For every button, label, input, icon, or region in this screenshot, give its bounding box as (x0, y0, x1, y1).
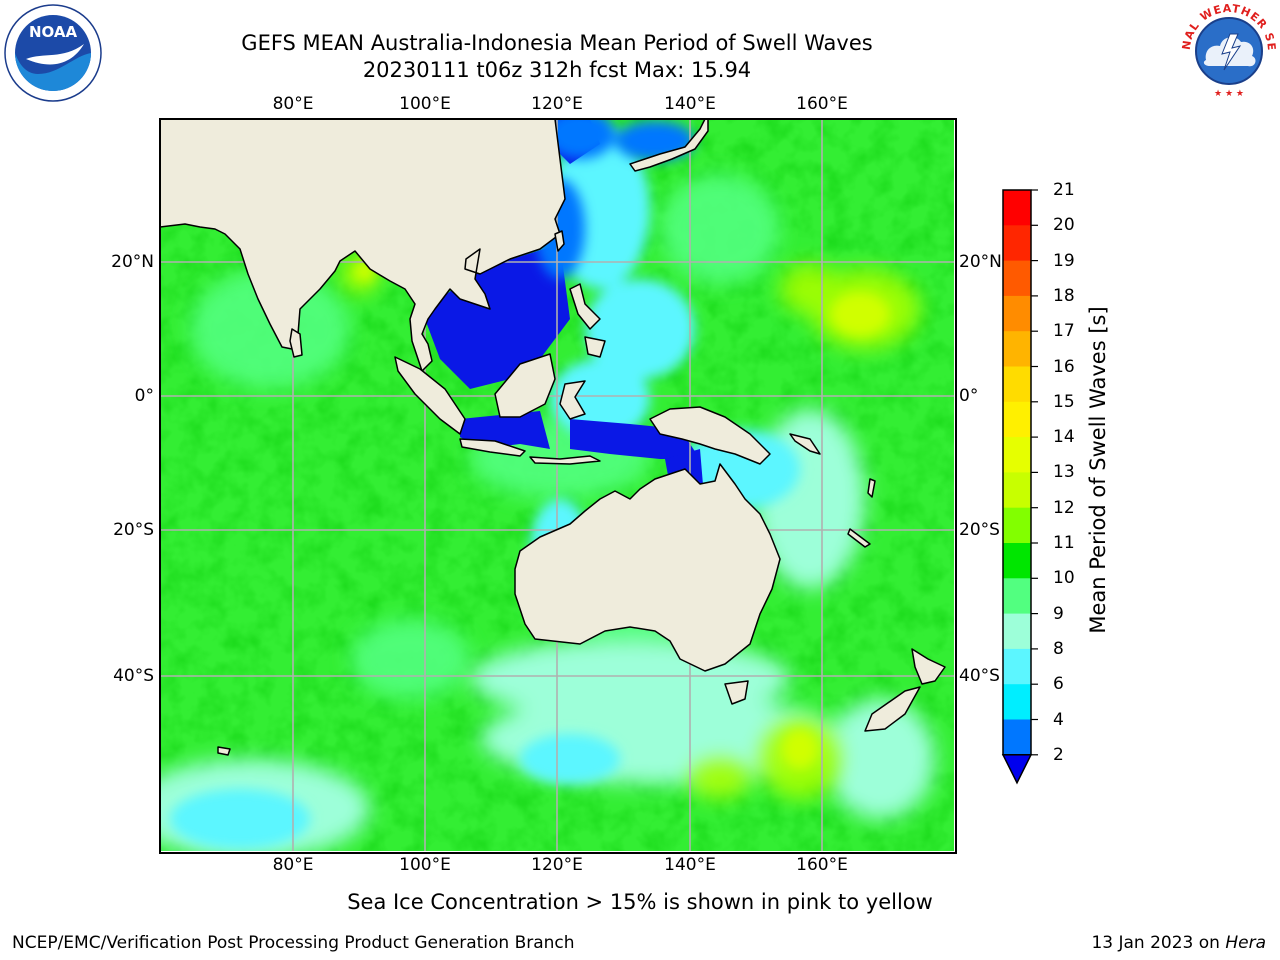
colorbar-tick-label: 2 (1053, 744, 1064, 765)
chart-subtitle: 20230111 t06z 312h fcst Max: 15.94 (362, 58, 752, 82)
svg-text:★ ★ ★: ★ ★ ★ (1214, 89, 1244, 99)
producer-credit: NCEP/EMC/Verification Post Processing Pr… (12, 933, 575, 953)
colorbar (995, 180, 1055, 790)
lon-tick-bottom-80E: 80°E (272, 855, 314, 875)
land-philippines (569, 283, 601, 330)
land-sumatra (394, 356, 466, 435)
run-date-text: 13 Jan 2023 on (1091, 933, 1226, 953)
machine-name: Hera (1225, 933, 1266, 953)
lat-tick-left-20N: 20°N (111, 252, 154, 272)
colorbar-band (1003, 684, 1031, 720)
land-mindanao (584, 336, 606, 358)
colorbar-tick-label: 11 (1053, 533, 1075, 553)
land-asia (160, 119, 566, 372)
colorbar-band (1003, 260, 1031, 297)
land-java (459, 438, 526, 457)
colorbar-tick-label: 12 (1053, 497, 1075, 518)
colorbar-band (1003, 366, 1031, 403)
land-sunda (529, 455, 601, 465)
land-sulawesi (559, 380, 586, 420)
colorbar-band (1003, 190, 1031, 226)
lon-tick-top-160E: 160°E (796, 94, 848, 114)
colorbar-band (1003, 507, 1031, 544)
lon-tick-bottom-120E: 120°E (531, 855, 583, 875)
lat-tick-right-0: 0° (959, 386, 979, 406)
colorbar-band (1003, 648, 1031, 685)
colorbar-title: Mean Period of Swell Waves [s] (1086, 306, 1110, 634)
lon-tick-top-100E: 100°E (399, 94, 451, 114)
colorbar-band (1003, 613, 1031, 650)
land-nz-north (911, 648, 946, 685)
lon-tick-bottom-160E: 160°E (796, 855, 848, 875)
noaa-logo: NOAA (4, 4, 102, 102)
land-sri-lanka (289, 328, 303, 358)
colorbar-band (1003, 719, 1031, 756)
colorbar-band (1003, 578, 1031, 615)
lat-tick-right-20N: 20°N (959, 252, 1002, 272)
chart-title: GEFS MEAN Australia-Indonesia Mean Perio… (241, 31, 873, 55)
colorbar-tick-label: 4 (1053, 709, 1064, 730)
run-date-credit: 13 Jan 2023 on Hera (1091, 933, 1266, 953)
colorbar-tick-label: 8 (1053, 638, 1064, 659)
colorbar-tick-label: 10 (1053, 568, 1075, 589)
nws-logo: NATIONAL WEATHER SERVICE ★ ★ ★ (1173, 0, 1280, 102)
land-tasmania (724, 680, 749, 705)
colorbar-tick-label: 21 (1053, 180, 1075, 200)
colorbar-band (1003, 225, 1031, 262)
colorbar-tick-label: 18 (1053, 285, 1075, 306)
lat-tick-right-20S: 20°S (959, 520, 1000, 540)
ocean-13s-zone (355, 261, 890, 769)
sea-ice-footnote: Sea Ice Concentration > 15% is shown in … (347, 890, 933, 914)
land-vanuatu (867, 478, 876, 498)
lat-tick-left-0: 0° (134, 386, 154, 406)
colorbar-band (1003, 331, 1031, 367)
lat-tick-left-40S: 40°S (113, 666, 154, 686)
colorbar-band (1003, 437, 1031, 473)
land (160, 119, 946, 756)
colorbar-tick-label: 6 (1053, 674, 1064, 695)
colorbar-band (1003, 543, 1031, 579)
colorbar-band (1003, 295, 1031, 332)
colorbar-band (1003, 401, 1031, 438)
colorbar-tick-label: 15 (1053, 391, 1075, 412)
land-japan (629, 119, 709, 172)
colorbar-tick-label: 13 (1053, 462, 1075, 483)
land-kerguelen (217, 746, 231, 756)
land-solomons (789, 433, 821, 455)
colorbar-tick-label: 19 (1053, 250, 1075, 271)
lon-tick-top-80E: 80°E (272, 94, 314, 114)
colorbar-tick-label: 20 (1053, 215, 1075, 236)
lon-tick-bottom-140E: 140°E (664, 855, 716, 875)
lon-tick-bottom-100E: 100°E (399, 855, 451, 875)
lat-tick-left-20S: 20°S (113, 520, 154, 540)
lat-tick-right-40S: 40°S (959, 666, 1000, 686)
colorbar-tick-label: 17 (1053, 321, 1075, 342)
land-borneo (494, 353, 556, 418)
land-taiwan (554, 230, 565, 252)
land-new-guinea (649, 406, 771, 465)
lon-tick-top-140E: 140°E (664, 94, 716, 114)
lon-tick-top-120E: 120°E (531, 94, 583, 114)
land-new-caledonia (847, 528, 871, 548)
colorbar-tick-label: 14 (1053, 427, 1075, 448)
colorbar-tick-label: 16 (1053, 356, 1075, 377)
colorbar-tick-label: 9 (1053, 603, 1064, 624)
colorbar-under-arrow (1001, 754, 1033, 785)
noaa-logo-text: NOAA (29, 23, 78, 41)
land-nz-south (864, 686, 921, 732)
colorbar-band (1003, 472, 1031, 509)
ocean-8s-zone (160, 409, 935, 851)
land-australia (514, 463, 781, 672)
swell-period-map (160, 119, 954, 851)
